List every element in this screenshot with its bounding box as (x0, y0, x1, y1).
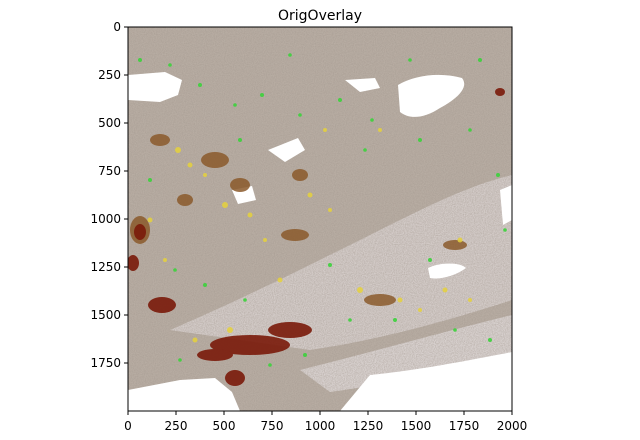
x-tick-label: 0 (124, 419, 132, 433)
x-tick-label: 750 (261, 419, 284, 433)
y-tick-label: 1000 (90, 212, 121, 226)
x-tick-label: 500 (213, 419, 236, 433)
y-axis: 0 250 500 750 1000 1250 1500 1750 (90, 20, 128, 370)
y-tick-label: 1500 (90, 308, 121, 322)
y-tick-label: 1250 (90, 260, 121, 274)
plot-title: OrigOverlay (278, 8, 362, 24)
y-tick-label: 500 (98, 116, 121, 130)
y-tick-label: 250 (98, 68, 121, 82)
x-tick-label: 1000 (305, 419, 336, 433)
y-tick-label: 0 (113, 20, 121, 34)
x-tick-label: 1250 (353, 419, 384, 433)
x-tick-label: 1750 (449, 419, 480, 433)
x-tick-label: 2000 (497, 419, 528, 433)
y-tick-label: 1750 (90, 356, 121, 370)
x-tick-label: 250 (165, 419, 188, 433)
x-axis: 0 250 500 750 1000 1250 1500 1750 2000 (124, 411, 527, 433)
x-tick-label: 1500 (401, 419, 432, 433)
overlay-image (127, 27, 512, 411)
y-tick-label: 750 (98, 164, 121, 178)
